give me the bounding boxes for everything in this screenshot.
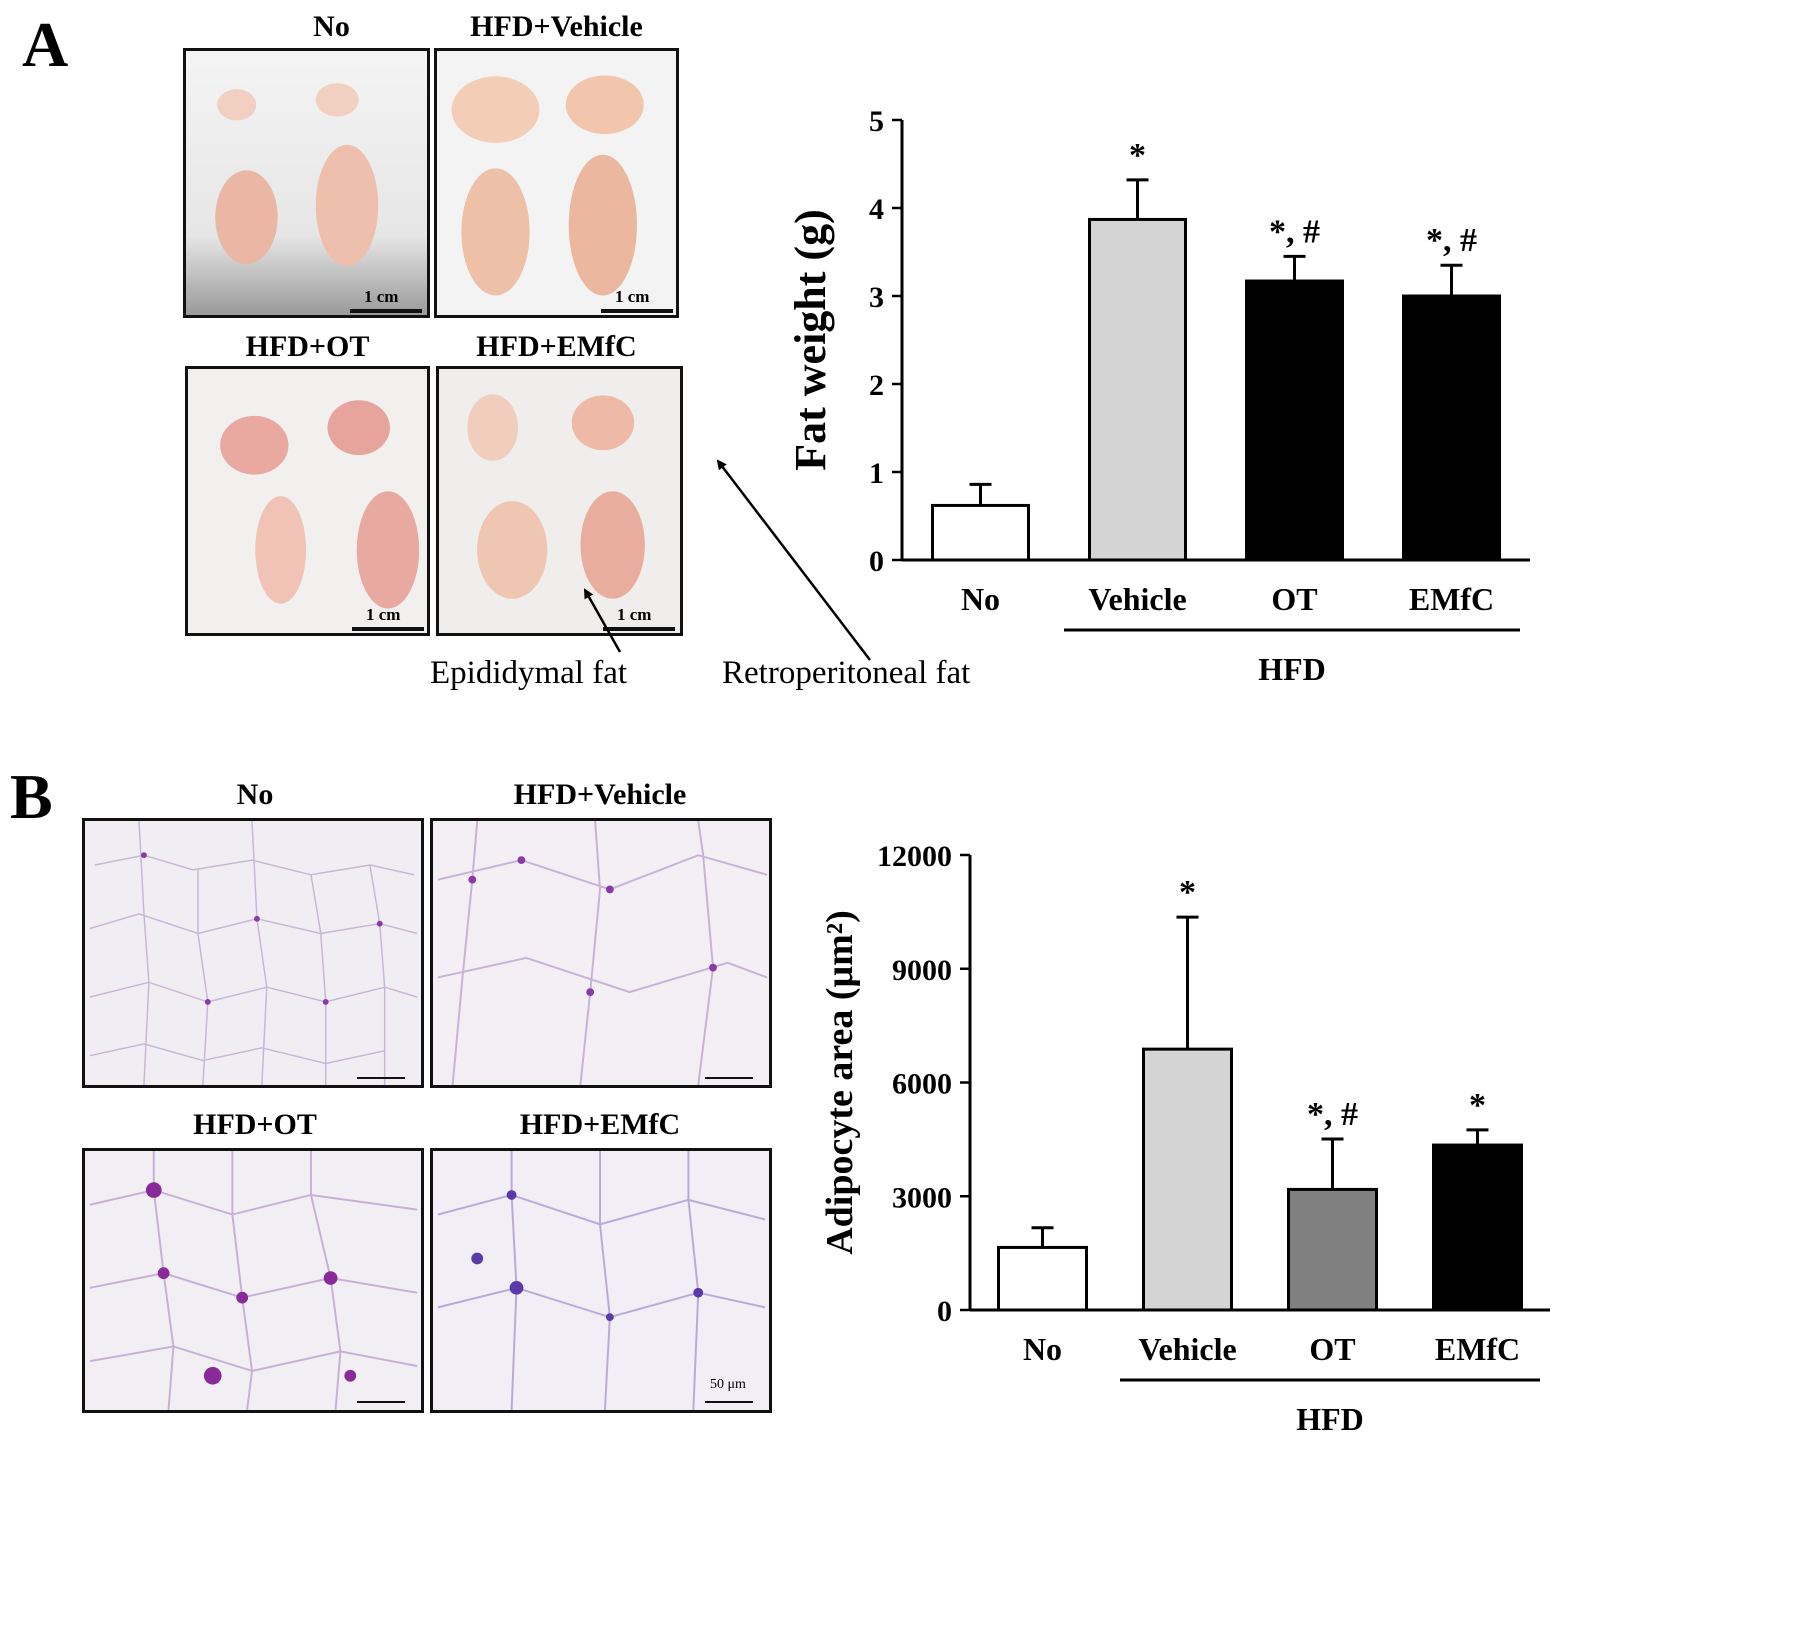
retroperitoneal-fat-label: Retroperitoneal fat (722, 655, 971, 691)
histo-title-hfd-vehicle: HFD+Vehicle (513, 778, 687, 811)
significance-mark: * (1469, 1087, 1486, 1124)
histo-title-hfd-ot: HFD+OT (193, 1108, 317, 1141)
scale-label: 1 cm (615, 287, 650, 306)
annotation-arrows (583, 459, 871, 661)
x-tick-label: Vehicle (1088, 581, 1186, 617)
scale-bar (705, 1401, 753, 1403)
scale-bar (601, 309, 673, 313)
x-tick-label: Vehicle (1138, 1331, 1236, 1367)
scale-bar (352, 627, 424, 631)
y-tick-label: 9000 (892, 954, 952, 987)
significance-mark: *, # (1426, 222, 1477, 259)
x-tick-label: EMfC (1435, 1331, 1520, 1367)
significance-mark: *, # (1269, 213, 1320, 250)
group-label: HFD (1296, 1401, 1364, 1437)
panel-a-letter: A (22, 9, 69, 80)
bar-emfc (1402, 294, 1501, 562)
scale-bar (357, 1401, 405, 1403)
y-tick-label: 0 (937, 1295, 952, 1328)
scale-label-50um: 50 μm (710, 1377, 746, 1392)
scale-bar (705, 1077, 753, 1079)
fat-photo-hfd-vehicle: 1 cm (434, 48, 679, 318)
y-tick-label: 2 (869, 369, 884, 402)
y-tick-label: 5 (869, 105, 884, 138)
y-axis-label: Fat weight (g) (786, 209, 835, 471)
x-tick-label: No (1023, 1331, 1062, 1367)
epididymal-arrow (583, 588, 622, 653)
y-tick-label: 0 (869, 545, 884, 578)
bar-ot (1245, 279, 1344, 562)
photo-title-no: No (313, 10, 350, 43)
y-tick-label: 4 (869, 193, 884, 226)
scale-label: 1 cm (366, 605, 401, 624)
panel-b-letter: B (10, 761, 53, 832)
bar-ot (1287, 1187, 1378, 1312)
histology-no (82, 818, 424, 1088)
retroperitoneal-arrow (716, 459, 871, 661)
photo-title-hfd-ot: HFD+OT (245, 330, 370, 363)
x-tick-label: No (961, 581, 1000, 617)
fat-weight-chart: 0 1 2 3 4 5 Fat weight (g) No * Vehicle *, # OT *, #… (786, 105, 1530, 687)
scale-label: 1 cm (617, 605, 652, 624)
y-tick-label: 3 (869, 281, 884, 314)
x-tick-label: EMfC (1409, 581, 1494, 617)
bar-vehicle (1142, 1047, 1233, 1312)
histology-hfd-emfc: 50 μm (430, 1148, 772, 1413)
photo-title-hfd-vehicle: HFD+Vehicle (470, 10, 643, 43)
group-label: HFD (1258, 651, 1326, 687)
bar-vehicle (1088, 217, 1187, 562)
histo-title-hfd-emfc: HFD+EMfC (519, 1108, 681, 1141)
bar-no (997, 1245, 1088, 1312)
scale-bar (603, 627, 675, 631)
photo-title-hfd-emfc: HFD+EMfC (476, 330, 637, 363)
x-tick-label: OT (1309, 1331, 1355, 1367)
significance-mark: * (1179, 874, 1196, 911)
fat-photo-hfd-ot: 1 cm (185, 366, 430, 636)
fat-photo-hfd-emfc: 1 cm (436, 366, 683, 636)
y-axis-label: Adipocyte area (μm²) (819, 910, 861, 1255)
scale-bar (350, 309, 422, 313)
histology-hfd-ot (82, 1148, 424, 1413)
bar-emfc (1432, 1143, 1523, 1312)
significance-mark: * (1129, 137, 1146, 174)
y-tick-label: 6000 (892, 1068, 952, 1101)
epididymal-fat-label: Epididymal fat (430, 655, 628, 691)
scale-label: 1 cm (364, 287, 399, 306)
fat-photo-no: 1 cm (183, 48, 430, 318)
x-tick-label: OT (1271, 581, 1317, 617)
adipocyte-area-chart: 0 3000 6000 9000 12000 Adipocyte area (μm²) No… (819, 840, 1550, 1437)
bar-no (931, 503, 1030, 562)
y-tick-label: 3000 (892, 1181, 952, 1214)
scale-bar (357, 1077, 405, 1079)
histology-hfd-vehicle (430, 818, 772, 1088)
histo-title-no: No (236, 778, 274, 811)
y-tick-label: 12000 (877, 840, 952, 873)
y-tick-label: 1 (869, 457, 884, 490)
significance-mark: *, # (1307, 1096, 1358, 1133)
